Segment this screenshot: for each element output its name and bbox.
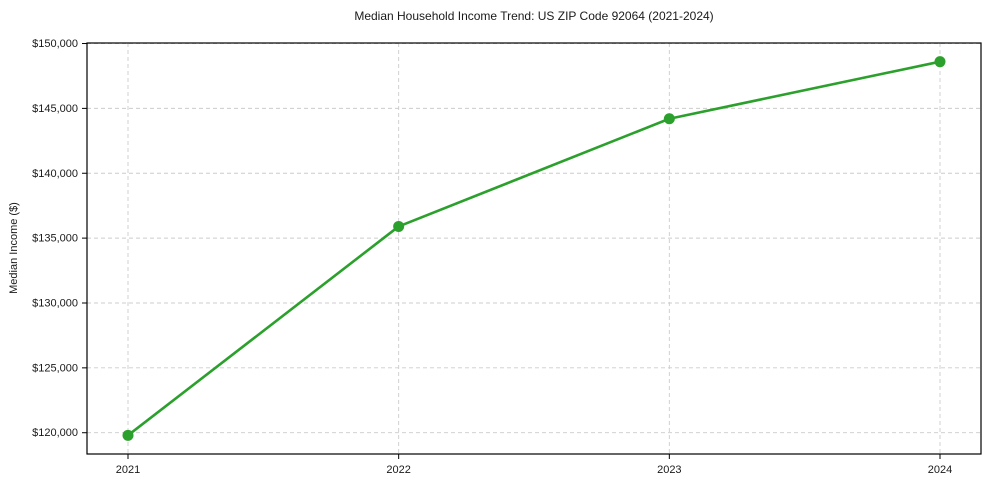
data-point-2024 [934, 56, 946, 68]
y-tick-label: $120,000 [32, 427, 78, 439]
data-point-2023 [663, 113, 675, 125]
x-tick-label: 2022 [386, 464, 410, 476]
x-tick-label: 2023 [657, 464, 681, 476]
y-tick-label: $140,000 [32, 168, 78, 180]
chart-title: Median Household Income Trend: US ZIP Co… [354, 9, 714, 23]
y-tick-label: $135,000 [32, 233, 78, 245]
y-tick-label: $150,000 [32, 38, 78, 50]
y-tick-label: $130,000 [32, 297, 78, 309]
y-tick-label: $145,000 [32, 103, 78, 115]
income-trend-line [126, 60, 942, 437]
plot-border [86, 42, 982, 455]
data-point-2022 [393, 220, 405, 232]
y-tick-label: $125,000 [32, 362, 78, 374]
data-point-2021 [122, 429, 134, 441]
x-tick-label: 2024 [928, 464, 952, 476]
x-tick-label: 2021 [116, 464, 140, 476]
y-axis-label: Median Income ($) [8, 202, 20, 294]
